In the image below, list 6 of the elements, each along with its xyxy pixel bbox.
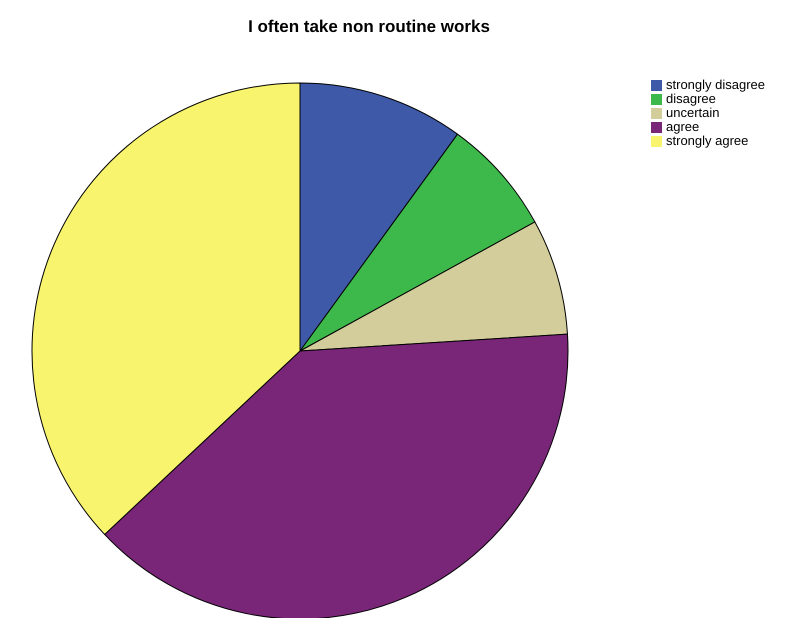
chart-title: I often take non routine works bbox=[248, 17, 490, 36]
legend-label: disagree bbox=[666, 91, 716, 106]
legend-label: strongly agree bbox=[666, 133, 748, 148]
legend-label: agree bbox=[666, 119, 700, 134]
legend-label: strongly disagree bbox=[666, 77, 765, 92]
legend-label: uncertain bbox=[666, 105, 720, 120]
